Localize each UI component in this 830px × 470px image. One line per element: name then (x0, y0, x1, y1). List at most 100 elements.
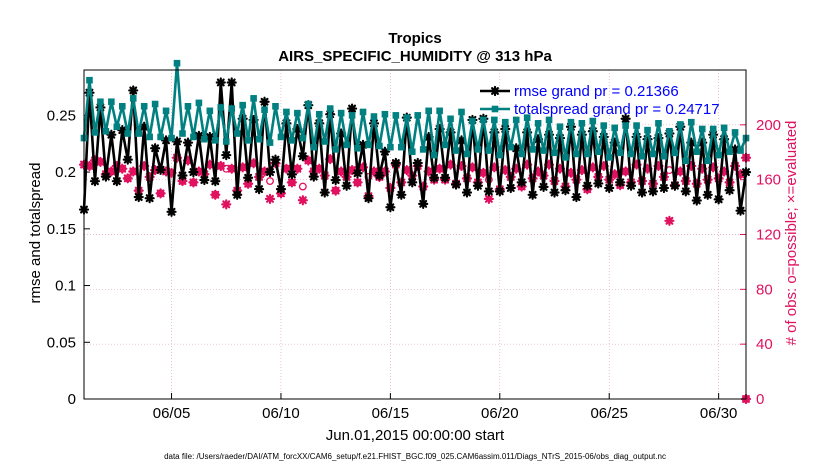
obs-evaluated-point (532, 166, 544, 177)
rmse-point (729, 144, 741, 155)
obs-evaluated-point (379, 166, 391, 177)
obs-evaluated-point (204, 159, 215, 170)
totalspread-point (146, 133, 153, 141)
obs-evaluated-point (352, 177, 363, 188)
totalspread-line (82, 61, 748, 163)
obs-evaluated-point (445, 159, 456, 170)
totalspread-point (294, 109, 301, 117)
obs-evaluated-point (675, 166, 686, 177)
y-right-tick-label: 0 (756, 391, 764, 408)
totalspread-point (562, 154, 569, 161)
obs-evaluated-point (642, 163, 653, 174)
y-left-tick-label: 0.1 (55, 278, 76, 295)
rmse-point (139, 121, 150, 132)
totalspread-point (540, 147, 547, 154)
totalspread-point (343, 141, 350, 149)
totalspread-point (354, 144, 361, 152)
totalspread-point (255, 135, 263, 143)
totalspread-point (283, 108, 290, 116)
rmse-point (155, 164, 166, 175)
obs-evaluated-point (226, 163, 237, 174)
totalspread-point (113, 123, 121, 131)
totalspread-point (86, 76, 93, 84)
obs-evaluated-point (708, 162, 719, 173)
totalspread-point (408, 148, 416, 155)
totalspread-point (660, 152, 668, 160)
rmse-point (439, 172, 451, 183)
obs-evaluated-point (456, 160, 467, 172)
rmse-point (106, 129, 117, 140)
totalspread-point (370, 113, 378, 120)
obs-evaluated-point (434, 163, 445, 174)
totalspread-point (605, 154, 613, 161)
rmse-point (171, 136, 183, 147)
obs-evaluated-point (292, 163, 303, 174)
rmse-point (538, 181, 549, 192)
totalspread-point (190, 133, 197, 141)
obs-evaluated-point (565, 167, 577, 178)
totalspread-point (261, 106, 268, 114)
obs-evaluated-point (697, 163, 708, 174)
obs-evaluated-point (664, 215, 675, 226)
obs-evaluated-point (423, 166, 434, 177)
totalspread-point (419, 146, 427, 153)
y-right-tick-label: 80 (756, 281, 773, 298)
totalspread-point (578, 120, 586, 127)
totalspread-point (715, 151, 722, 159)
totalspread-point (666, 127, 673, 135)
totalspread-point (644, 126, 651, 134)
obs-evaluated-point (128, 166, 139, 177)
rmse-point (232, 189, 243, 200)
rmse-point (636, 187, 648, 198)
obs-evaluated-point (467, 162, 478, 173)
totalspread-point (671, 149, 679, 157)
obs-evaluated-point (729, 160, 741, 172)
totalspread-point (584, 150, 591, 158)
y-left-tick-label: 0 (68, 391, 76, 408)
obs-evaluated-point (95, 156, 106, 167)
totalspread-point (687, 118, 695, 126)
obs-evaluated-point (286, 177, 298, 188)
totalspread-point (184, 103, 192, 110)
totalspread-point (649, 150, 657, 158)
obs-evaluated-point (543, 159, 555, 170)
obs-evaluated-point (719, 166, 730, 177)
obs-evaluated-point (117, 163, 128, 174)
y-right-tick-label: 200 (756, 117, 781, 134)
obs-evaluated-point (522, 159, 533, 170)
totalspread-point (97, 98, 104, 106)
obs-possible-point (298, 182, 307, 191)
obs-evaluated-point (215, 160, 226, 172)
totalspread-point (403, 114, 411, 121)
rmse-point (308, 171, 319, 182)
obs-evaluated-point (527, 173, 538, 184)
rmse-point (336, 128, 347, 139)
rmse-point (177, 170, 188, 181)
rmse-point (582, 180, 593, 191)
rmse-point (259, 96, 270, 107)
y-left-tick-label: 0.15 (47, 221, 76, 238)
obs-evaluated-point (303, 155, 314, 166)
totalspread-point (212, 137, 219, 144)
x-tick-label: 06/25 (590, 405, 628, 422)
totalspread-point (726, 148, 733, 155)
rmse-point (713, 194, 724, 205)
totalspread-point (633, 122, 640, 129)
plot-frame (83, 69, 747, 400)
totalspread-point (518, 150, 525, 158)
rmse-point (374, 170, 385, 181)
rmse-point (560, 185, 571, 196)
rmse-line (82, 81, 748, 214)
totalspread-point (244, 137, 252, 144)
totalspread-point (288, 137, 296, 144)
totalspread-point (425, 107, 432, 115)
rmse-point (275, 184, 287, 195)
totalspread-point (326, 105, 334, 112)
totalspread-point (173, 59, 181, 67)
rmse-point (346, 103, 358, 114)
totalspread-point (447, 115, 454, 123)
obs-evaluated-point (713, 173, 724, 184)
totalspread-point (474, 146, 482, 153)
totalspread-point (277, 133, 285, 141)
obs-evaluated-point (237, 162, 248, 173)
